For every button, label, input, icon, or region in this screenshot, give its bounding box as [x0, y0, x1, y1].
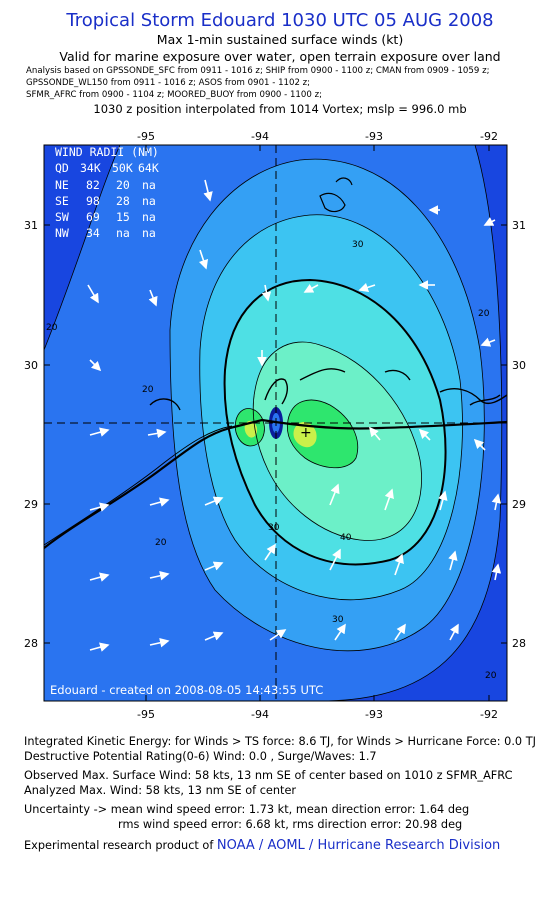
x-tick-label: -93 — [365, 130, 383, 143]
wind-band-50kt-east — [287, 400, 358, 468]
contour-label: 20 — [142, 385, 154, 395]
radii-row-sw: SW 69 15 na — [55, 210, 156, 224]
wind-radii-table: WIND RADII (NM) QD 34K 50K 64K NE 82 20 … — [55, 145, 159, 240]
contour-label-group: 30 30 20 20 20 20 40 30 20 — [46, 240, 497, 681]
map-frame — [43, 144, 508, 702]
x-tick-label: -94 — [251, 130, 269, 143]
svg-text:15: 15 — [116, 210, 130, 224]
y-tick-label: 28 — [512, 637, 526, 650]
analyzed-max-wind: Analyzed Max. Wind: 58 kts, 13 nm SE of … — [24, 784, 297, 797]
coastal-waterways — [149, 368, 507, 411]
svg-text:NE: NE — [55, 178, 69, 192]
x-tick-label: -95 — [137, 130, 155, 143]
svg-text:na: na — [142, 210, 156, 224]
y-tick-label: 29 — [512, 498, 526, 511]
x-tick-label: -93 — [365, 708, 383, 721]
svg-text:28: 28 — [116, 194, 130, 208]
x-tick-label: -94 — [251, 708, 269, 721]
svg-text:SE: SE — [55, 194, 69, 208]
svg-text:na: na — [116, 226, 130, 240]
radii-row-nw: NW 34 na na — [55, 226, 156, 240]
lake — [319, 177, 353, 213]
observed-max-wind: Observed Max. Surface Wind: 58 kts, 13 n… — [24, 769, 513, 782]
svg-text:98: 98 — [86, 194, 100, 208]
y-tick-label: 30 — [24, 359, 38, 372]
dpr-summary: Destructive Potential Rating(0-6) Wind: … — [24, 750, 377, 763]
svg-text:50K: 50K — [112, 161, 133, 175]
radii-row-ne: NE 82 20 na — [55, 178, 156, 192]
analysis-line-2: GPSSONDE_WL150 from 0911 - 1016 z; ASOS … — [26, 78, 311, 88]
svg-text:82: 82 — [86, 178, 100, 192]
map-subtitle: Max 1-min sustained surface winds (kt) — [156, 32, 404, 47]
product-prefix: Experimental research product of — [24, 839, 214, 852]
svg-text:SW: SW — [55, 210, 69, 224]
validity-note: Valid for marine exposure over water, op… — [59, 49, 501, 64]
axis-ticks — [44, 145, 507, 701]
svg-text:na: na — [142, 226, 156, 240]
uncertainty-rms: rms wind speed error: 6.68 kt, rms direc… — [118, 818, 463, 831]
wind-vectors — [87, 179, 502, 652]
contour-label: 30 — [352, 240, 364, 250]
product-credit: Experimental research product of NOAA / … — [24, 838, 500, 853]
axis-labels: -95 -94 -93 -92 -95 -94 -93 -92 31 30 29… — [24, 130, 526, 721]
map-title: Tropical Storm Edouard 1030 UTC 05 AUG 2… — [66, 10, 494, 31]
y-tick-label: 30 — [512, 359, 526, 372]
wind-radii-title: WIND RADII (NM) — [55, 145, 159, 159]
contour-label: 20 — [46, 323, 58, 333]
svg-text:na: na — [142, 178, 156, 192]
x-tick-label: -92 — [480, 708, 498, 721]
created-stamp: Edouard - created on 2008-08-05 14:43:55… — [50, 683, 323, 697]
wind-band-55kt-east — [293, 421, 317, 448]
contour-label: 20 — [478, 309, 490, 319]
radii-row-se: SE 98 28 na — [55, 194, 156, 208]
contour-label: 20 — [155, 538, 167, 548]
svg-text:34K: 34K — [80, 161, 101, 175]
contour-label: 30 — [332, 615, 344, 625]
wind-field-map: + — [24, 130, 526, 721]
contour-lines — [44, 145, 503, 701]
svg-text:QD: QD — [55, 161, 69, 175]
svg-text:NW: NW — [55, 226, 69, 240]
contour-label: 20 — [485, 671, 497, 681]
coastline — [44, 418, 507, 549]
x-tick-label: -95 — [137, 708, 155, 721]
contour-34kt — [223, 278, 447, 566]
y-tick-label: 31 — [512, 219, 526, 232]
y-tick-label: 31 — [24, 219, 38, 232]
svg-text:64K: 64K — [138, 161, 159, 175]
contour-label: 40 — [340, 533, 352, 543]
position-note: 1030 z position interpolated from 1014 V… — [93, 102, 467, 116]
svg-text:69: 69 — [86, 210, 100, 224]
y-tick-label: 28 — [24, 637, 38, 650]
analysis-line-1: Analysis based on GPSSONDE_SFC from 0911… — [26, 66, 490, 76]
svg-text:20: 20 — [116, 178, 130, 192]
ike-summary: Integrated Kinetic Energy: for Winds > T… — [24, 735, 536, 748]
analysis-line-3: SFMR_AFRC from 0900 - 1104 z; MOORED_BUO… — [26, 90, 322, 100]
contour-label: 30 — [268, 523, 280, 533]
x-tick-label: -92 — [480, 130, 498, 143]
wind-contour-fills: + — [44, 145, 507, 701]
y-tick-label: 29 — [24, 498, 38, 511]
svg-text:34: 34 — [86, 226, 100, 240]
hrd-link[interactable]: NOAA / AOML / Hurricane Research Divisio… — [216, 838, 501, 853]
max-wind-marker: + — [300, 425, 312, 441]
uncertainty-mean: Uncertainty -> mean wind speed error: 1.… — [24, 803, 470, 816]
svg-text:na: na — [142, 194, 156, 208]
